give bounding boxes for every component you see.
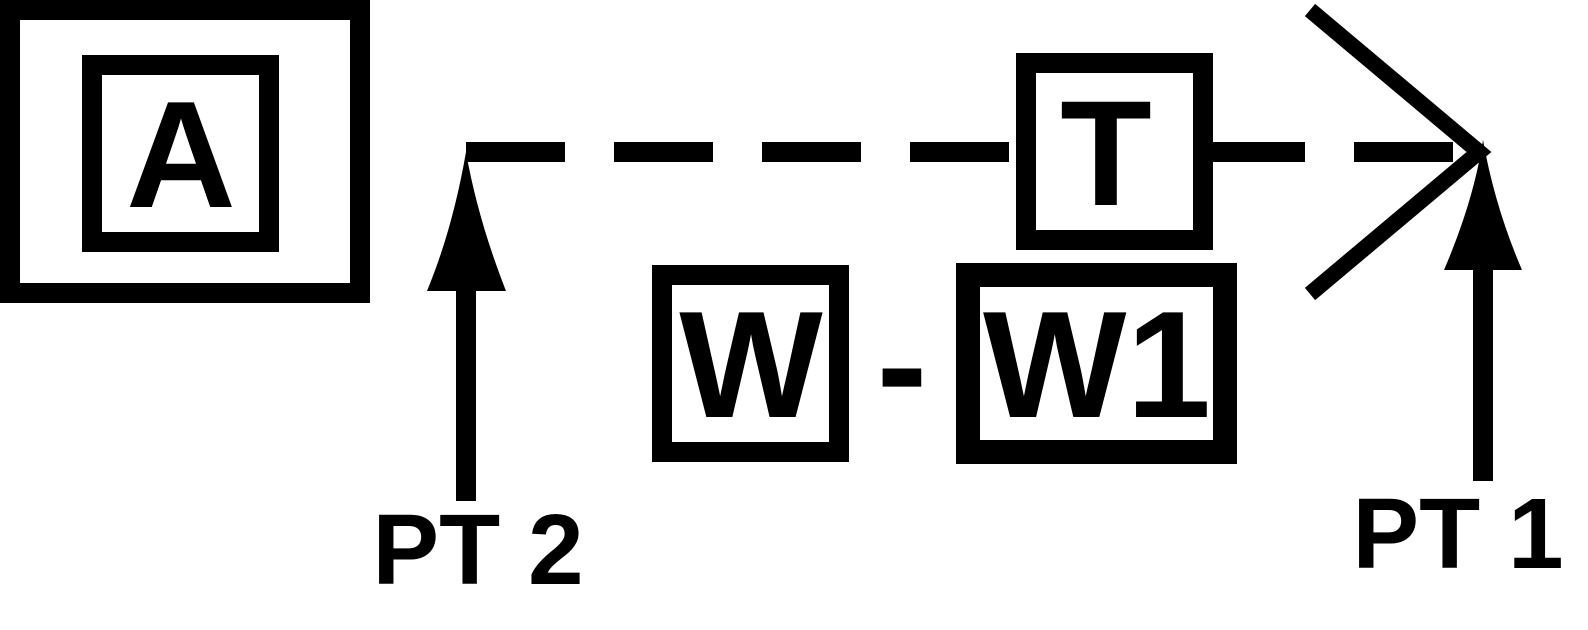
a-outer-box (0, 0, 370, 303)
left-arrow (427, 152, 506, 501)
left-arrowhead (427, 152, 506, 291)
w-box-label: W (679, 280, 823, 450)
separator-dash: - (877, 280, 928, 450)
right-arrow (1444, 140, 1522, 481)
t-box (1016, 53, 1213, 250)
right-end-chevron (1304, 3, 1492, 301)
w1-box-group: W1 (956, 263, 1237, 464)
w-box (652, 265, 849, 462)
w1-box-label: W1 (983, 280, 1211, 450)
t-box-group: T (1016, 53, 1213, 250)
pt1-label: PT 1 (1352, 478, 1563, 590)
pt2-label: PT 2 (372, 494, 583, 606)
a-inner-box (82, 55, 279, 252)
w1-box (956, 263, 1237, 464)
a-box-group: A (0, 0, 370, 303)
a-box-label: A (126, 70, 236, 240)
t-box-label: T (1060, 69, 1152, 237)
w-box-group: W (652, 265, 849, 462)
right-arrowhead (1444, 140, 1522, 270)
